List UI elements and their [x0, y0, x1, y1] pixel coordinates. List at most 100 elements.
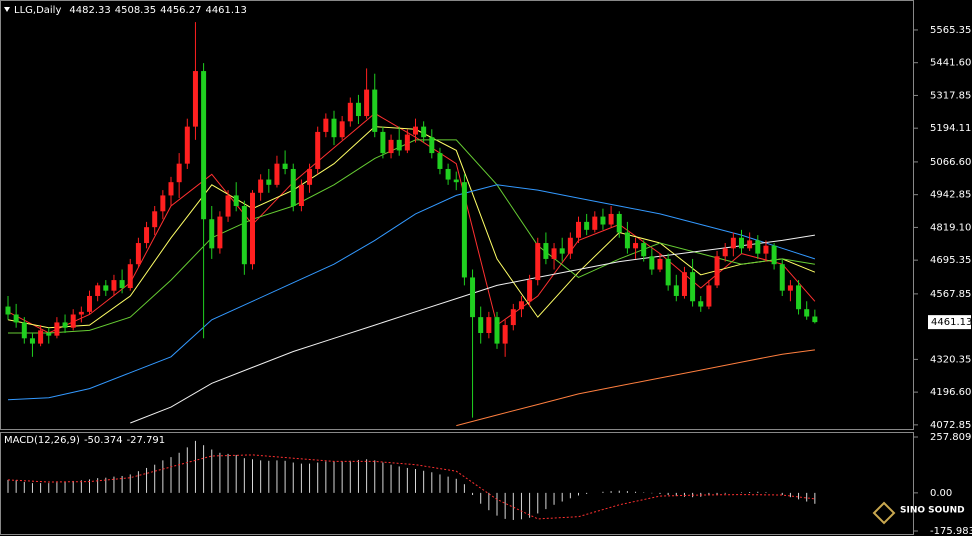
candle-body	[404, 134, 410, 151]
candle-body	[372, 89, 378, 132]
candle-body	[413, 126, 418, 135]
y-tick-label: 4567.85	[930, 289, 971, 300]
candle-body	[486, 317, 492, 334]
candle-body	[315, 131, 321, 169]
candle-body	[388, 139, 394, 154]
signal-line	[7, 454, 815, 520]
moving-average	[7, 184, 816, 401]
logo-text: SINO SOUND	[900, 506, 965, 516]
candle-body	[681, 272, 687, 296]
candle-body	[673, 285, 679, 296]
candle-body	[307, 168, 313, 185]
candle-body	[771, 245, 777, 265]
candle-body	[600, 216, 606, 225]
candle-body	[5, 306, 11, 315]
candle-body	[584, 221, 590, 230]
y-tick-label: 4819.10	[930, 222, 971, 233]
price-header: LLG,Daily 4482.33 4508.35 4456.27 4461.13	[14, 5, 247, 16]
candle-body	[87, 295, 92, 312]
candle-body	[364, 89, 370, 117]
y-tick-label: 4072.85	[930, 420, 971, 431]
candle-body	[241, 206, 247, 265]
candle-body	[95, 285, 101, 296]
low-value: 4456.27	[160, 5, 201, 16]
candle-body	[70, 314, 76, 328]
candle-body	[665, 258, 671, 286]
candle-body	[633, 243, 639, 249]
candle-body	[347, 102, 353, 122]
candle-body	[494, 317, 500, 344]
menu-arrow[interactable]	[4, 7, 10, 12]
candle-body	[176, 163, 182, 183]
candle-body	[201, 71, 207, 220]
candle-body	[608, 213, 614, 225]
candle-body	[763, 245, 769, 254]
candle-body	[258, 179, 264, 193]
candle-body	[13, 314, 19, 323]
candle-body	[576, 221, 581, 238]
moving-average	[130, 234, 815, 424]
candle-body	[559, 248, 565, 254]
candle-body	[127, 264, 133, 289]
candle-body	[616, 213, 622, 233]
candle-body	[274, 163, 280, 185]
chart-title: LLG,Daily	[14, 5, 61, 16]
candle-body	[551, 248, 557, 259]
candle-body	[453, 179, 459, 183]
candle-body	[54, 322, 60, 336]
macd-panel	[0, 432, 914, 535]
candle-body	[323, 118, 329, 132]
y-tick-label: 4695.35	[930, 255, 971, 266]
candle-body	[470, 277, 476, 318]
candle-body	[217, 216, 223, 249]
high-value: 4508.35	[115, 5, 156, 16]
candle-body	[804, 309, 810, 317]
candle-body	[78, 311, 84, 315]
candle-body	[119, 280, 125, 289]
logo: SINO SOUND	[872, 501, 965, 525]
candle-body	[29, 338, 35, 344]
candle-body	[233, 195, 239, 207]
candle-body	[649, 256, 655, 270]
candle-body	[421, 126, 427, 138]
candle-body	[144, 227, 150, 244]
y-tick-label: 5565.35	[930, 25, 971, 36]
candle-body	[527, 280, 533, 302]
signal-value: -27.791	[127, 435, 166, 446]
candle-body	[567, 237, 573, 254]
candle-body	[535, 243, 541, 281]
candle-body	[787, 285, 793, 291]
y-tick-label: 0.00	[930, 488, 952, 499]
candle-body	[543, 243, 549, 259]
candle-body	[502, 325, 508, 344]
price-panel	[0, 0, 914, 430]
candle-body	[290, 168, 296, 207]
close-value: 4461.13	[205, 5, 246, 16]
candle-body	[755, 240, 761, 254]
candle-body	[722, 248, 728, 257]
candle-body	[184, 126, 190, 164]
candle-body	[690, 272, 696, 302]
candle-body	[355, 102, 361, 117]
candle-body	[706, 285, 712, 307]
candle-body	[461, 182, 467, 278]
macd-header: MACD(12,26,9) -50.374 -27.791	[4, 435, 165, 446]
y-tick-label: 257.809	[930, 432, 971, 443]
candle-body	[739, 237, 744, 249]
candle-body	[62, 322, 68, 328]
candle-body	[396, 139, 402, 151]
candle-body	[46, 333, 52, 336]
candle-body	[380, 131, 386, 154]
candle-body	[812, 316, 818, 323]
candle-body	[779, 264, 785, 291]
candle-body	[38, 330, 44, 344]
candle-body	[298, 184, 304, 207]
candle-body	[518, 301, 524, 310]
candle-body	[445, 168, 451, 180]
candle-body	[429, 137, 435, 154]
candle-body	[152, 211, 158, 228]
candle-body	[592, 216, 598, 230]
price-tag	[928, 315, 971, 330]
